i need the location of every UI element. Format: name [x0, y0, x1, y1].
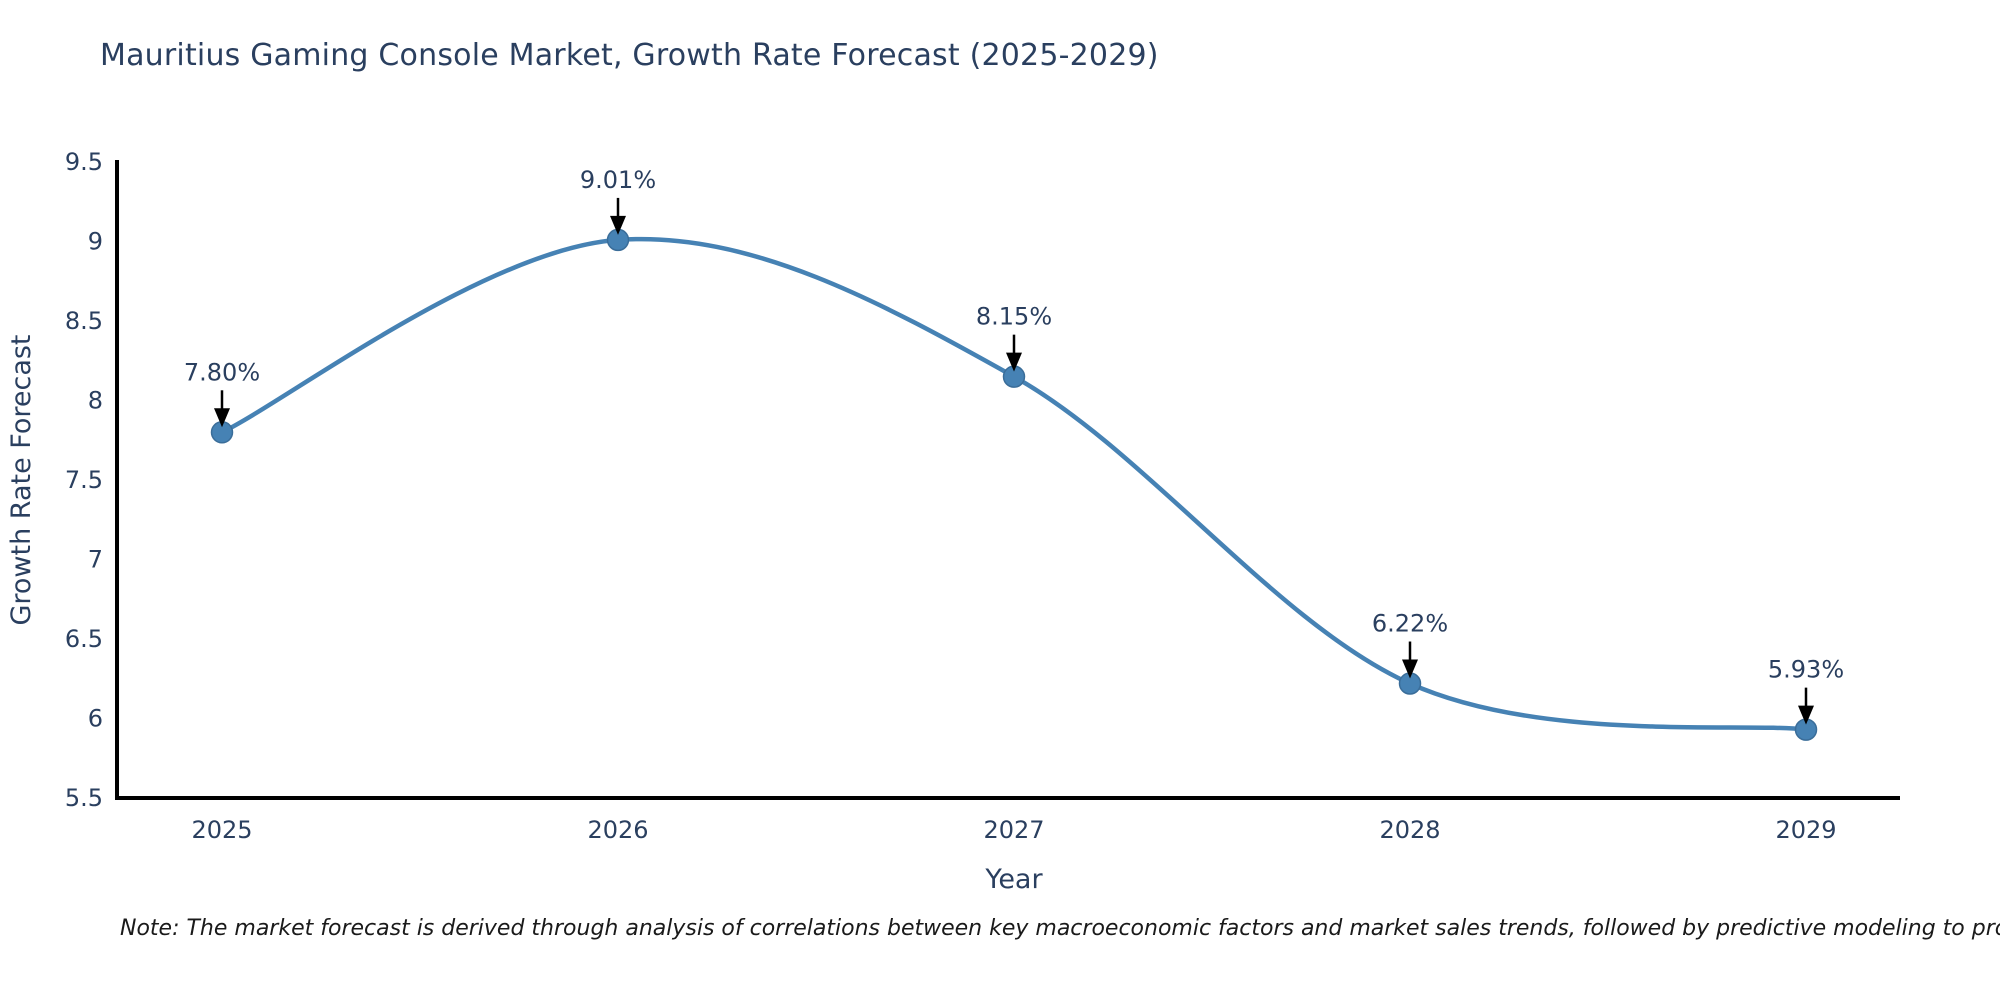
x-tick-label: 2028: [1379, 816, 1440, 844]
axes: [115, 160, 1900, 800]
y-tick-label: 9: [88, 228, 103, 256]
point-label: 7.80%: [184, 358, 260, 386]
x-axis-title: Year: [984, 864, 1043, 895]
y-tick-label: 7: [88, 546, 103, 574]
y-tick-label: 8: [88, 387, 103, 415]
x-tick-label: 2025: [191, 816, 252, 844]
point-annotations: 7.80% 9.01% 8.15% 6.22% 5.93%: [184, 166, 1844, 725]
y-tick-label: 6: [88, 705, 103, 733]
point-label: 8.15%: [976, 303, 1052, 331]
footnote: Note: The market forecast is derived thr…: [120, 916, 2000, 941]
x-tick-label: 2029: [1775, 816, 1836, 844]
y-axis-title: Growth Rate Forecast: [6, 334, 37, 625]
annotation-arrowhead-icon: [1798, 705, 1814, 725]
x-tick-label: 2027: [983, 816, 1044, 844]
annotation-arrowhead-icon: [214, 408, 230, 428]
annotation-arrowhead-icon: [610, 215, 626, 235]
point-label: 9.01%: [580, 166, 656, 194]
y-tick-labels: 5.5 6 6.5 7 7.5 8 8.5 9 9.5: [65, 148, 103, 812]
y-tick-label: 5.5: [65, 784, 103, 812]
y-tick-label: 9.5: [65, 148, 103, 176]
y-tick-label: 7.5: [65, 466, 103, 494]
annotation-arrowhead-icon: [1006, 352, 1022, 372]
point-label: 6.22%: [1372, 610, 1448, 638]
y-tick-label: 6.5: [65, 625, 103, 653]
point-label: 5.93%: [1768, 656, 1844, 684]
y-tick-label: 8.5: [65, 307, 103, 335]
chart-title: Mauritius Gaming Console Market, Growth …: [100, 38, 1159, 73]
x-tick-label: 2026: [587, 816, 648, 844]
annotation-arrowhead-icon: [1402, 659, 1418, 679]
x-tick-labels: 2025 2026 2027 2028 2029: [191, 816, 1836, 844]
